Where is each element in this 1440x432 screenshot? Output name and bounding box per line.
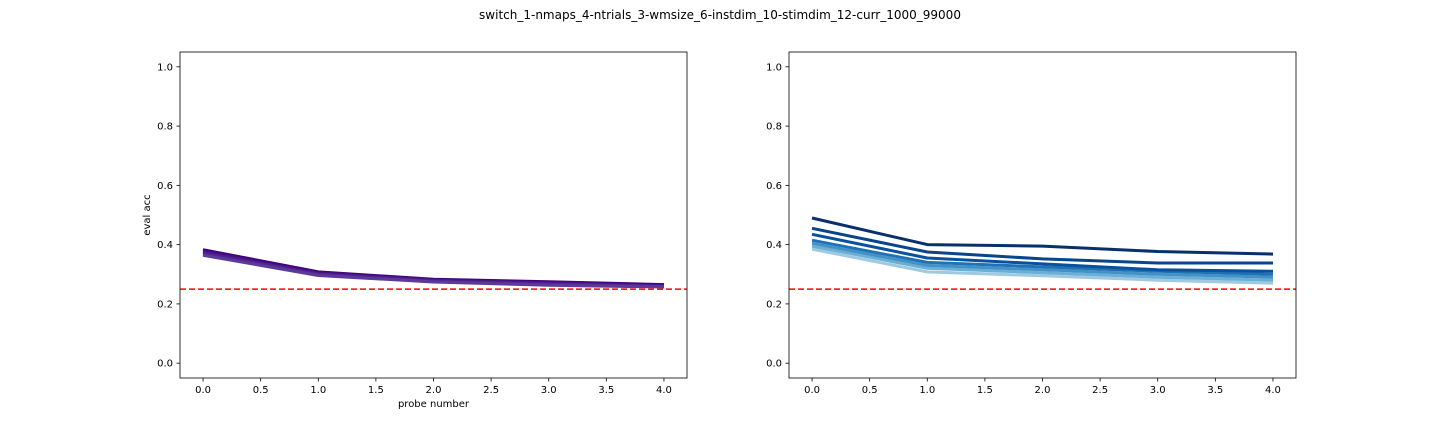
x-tick-label: 3.0: [541, 385, 557, 396]
series-line-6: [811, 226, 1273, 265]
y-tick-label: 0.8: [766, 122, 782, 133]
x-tick-label: 2.5: [1092, 385, 1108, 396]
right-plot: 0.0 0.5 1.0 1.5 2.0 2.5 3.0 3.5 4.0 0.0 0.2 0.4 0.6 0…: [766, 51, 1297, 396]
x-tick-label: 3.5: [598, 385, 614, 396]
x-axis-label: probe number: [398, 399, 470, 410]
x-tick-label: 3.5: [1207, 385, 1223, 396]
x-tick-label: 2.0: [1035, 385, 1051, 396]
y-tick-label: 0.4: [157, 240, 173, 251]
series-line-5: [811, 232, 1274, 273]
left-plot: 0.0 0.5 1.0 1.5 2.0 2.5 3.0 3.5 4.0 0.0 0.2 0.4 0.6 0…: [142, 51, 688, 410]
series-line-5: [202, 253, 665, 289]
series-line-3: [811, 241, 1274, 279]
x-tick-label: 0.0: [195, 385, 211, 396]
x-tick-label: 0.5: [862, 385, 878, 396]
y-tick-label: 1.0: [766, 62, 782, 73]
y-tick-label: 0.6: [766, 181, 782, 192]
y-axis-label: eval acc: [142, 194, 153, 235]
x-tick-label: 2.5: [483, 385, 499, 396]
x-tick-label: 4.0: [656, 385, 672, 396]
x-tick-label: 0.5: [253, 385, 269, 396]
x-tick-label: 3.0: [1150, 385, 1166, 396]
y-tick-label: 0.2: [766, 299, 782, 310]
x-tick-label: 1.5: [977, 385, 993, 396]
x-tick-label: 4.0: [1265, 385, 1281, 396]
x-tick-label: 1.0: [310, 385, 326, 396]
x-tick-label: 0.0: [804, 385, 820, 396]
series-line-4: [811, 238, 1274, 276]
y-tick-label: 0.4: [766, 240, 782, 251]
series-line-1: [811, 247, 1274, 285]
y-tick-label: 0.8: [157, 122, 173, 133]
y-tick-label: 0.6: [157, 181, 173, 192]
y-tick-label: 1.0: [157, 62, 173, 73]
y-tick-label: 0.2: [157, 299, 173, 310]
y-tick-label: 0.0: [157, 359, 173, 370]
series-line-7: [811, 216, 1274, 256]
x-tick-label: 1.0: [919, 385, 935, 396]
x-tick-label: 1.5: [368, 385, 384, 396]
y-tick-label: 0.0: [766, 359, 782, 370]
series-line-2: [811, 244, 1274, 282]
x-tick-label: 2.0: [426, 385, 442, 396]
figure-title: switch_1-nmaps_4-ntrials_3-wmsize_6-inst…: [479, 8, 961, 22]
